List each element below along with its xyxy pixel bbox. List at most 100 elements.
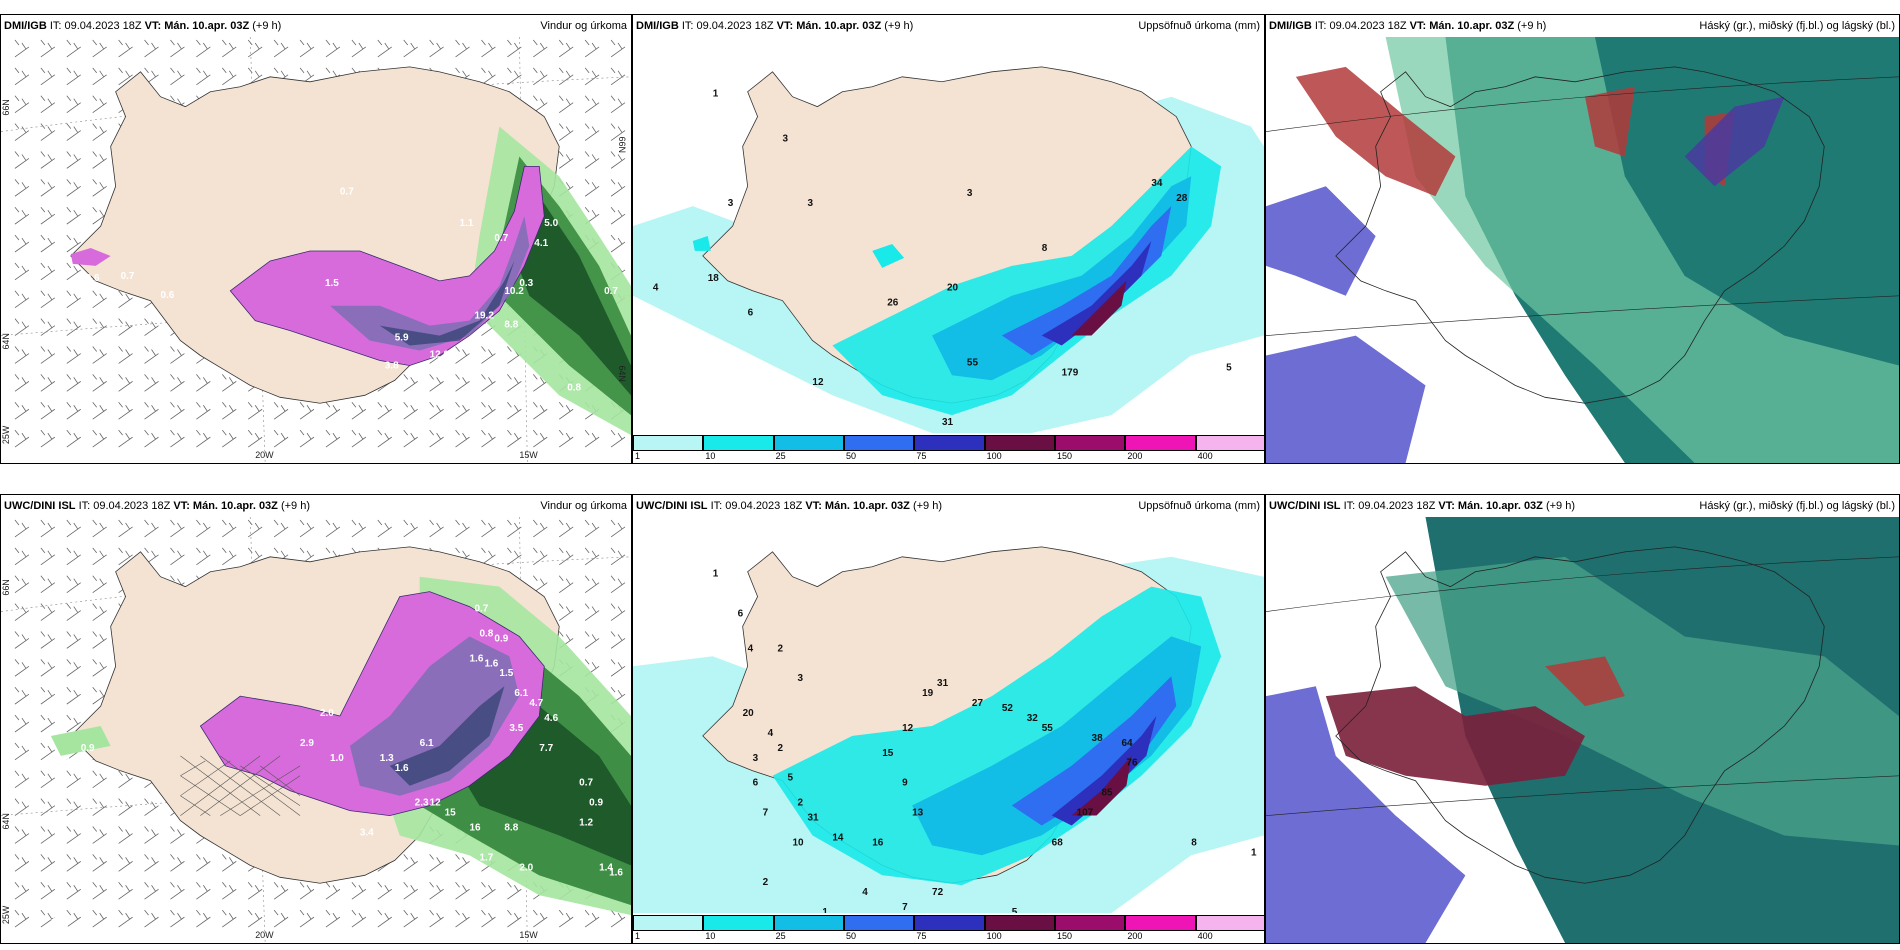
value-label: 14 [832, 832, 844, 843]
precip-heavy [514, 196, 631, 396]
wind-barb [429, 882, 444, 900]
red-cloud [1545, 656, 1625, 707]
wind-barb [14, 714, 30, 733]
lat-label-66n-right: 66N [617, 137, 627, 153]
wind-barb [40, 909, 56, 928]
colorbar-tick: 50 [846, 451, 857, 461]
wind-barb [40, 659, 56, 677]
value-label: 1.2 [579, 818, 593, 829]
lat-label-64n-right: 64N [617, 365, 627, 381]
wind-barb [299, 909, 315, 928]
lon-label-15w: 15W [519, 450, 538, 460]
value-label: 179 [1062, 367, 1079, 378]
wind-barb [507, 374, 522, 392]
value-label: 3.5 [509, 723, 523, 734]
panel-vt: VT: Mán. 10.apr. 03Z [144, 20, 250, 32]
precip-west [50, 726, 111, 756]
panel-vt: VT: Mán. 10.apr. 03Z [1438, 500, 1543, 512]
wind-barb [66, 770, 81, 789]
wind-barb [66, 575, 81, 593]
wind-barb [584, 547, 600, 566]
wind-barb [14, 234, 30, 253]
wind-barb [170, 39, 185, 58]
wind-barb [40, 882, 56, 900]
panel-uwc-accum-precip: UWC/DINI ISL IT: 09.04.2023 18Z VT: Mán.… [632, 494, 1265, 944]
precip-navy [1041, 240, 1152, 346]
map-area[interactable] [1266, 517, 1899, 943]
wind-barb [40, 151, 56, 169]
wind-barb [14, 179, 30, 197]
value-label: 55 [1042, 723, 1054, 734]
wind-barb [40, 631, 56, 649]
wind-barb [170, 67, 185, 86]
wind-barb [221, 402, 237, 420]
wind-barb [14, 262, 30, 281]
wind-barb [584, 575, 600, 593]
wind-barb [14, 854, 30, 872]
colorbar-swatch [1055, 435, 1126, 451]
wind-barb [325, 909, 341, 928]
wind-barb [14, 429, 30, 448]
value-label: 2 [763, 877, 769, 888]
precip-west [70, 248, 111, 266]
wind-barb [40, 290, 56, 309]
lat-label-25w: 25W [1, 425, 11, 444]
wind-barb [14, 882, 30, 900]
panel-lead: (+9 h) [1545, 500, 1576, 512]
wind-barb [196, 519, 211, 538]
wind-barb [507, 519, 522, 538]
precip-band-core [349, 636, 520, 796]
wind-barb [221, 374, 237, 392]
wind-barb [92, 318, 107, 336]
wind-barb [14, 374, 30, 392]
wind-barb [170, 519, 185, 538]
wind-barb [429, 402, 444, 420]
value-label: 10.2 [504, 286, 524, 297]
wind-barb [40, 686, 56, 705]
wind-barb [455, 346, 470, 364]
panel-dmi-accum-precip: DMI/IGB IT: 09.04.2023 18Z VT: Mán. 10.a… [632, 14, 1265, 464]
value-label: 26 [887, 298, 899, 309]
lat-label-25w: 25W [1, 905, 11, 924]
map-area[interactable]: 1 6 4 2 3 20 4 2 3 5 6 2 7 10 31 14 13 16 9 15 12 19 31 27 52 32 5… [633, 517, 1264, 913]
map-area[interactable] [1266, 37, 1899, 463]
colorbar-swatch [1125, 915, 1196, 931]
wind-barb [558, 519, 574, 538]
wind-barb [144, 374, 159, 392]
panel-it: IT: 09.04.2023 18Z [1343, 500, 1436, 512]
map-area[interactable]: 0.7 0.7 1.1 0.7 0.6 1.5 5.0 4.1 0.3 10.2 19.2 8.8 5.… [1, 37, 631, 463]
value-labels: 0.70.8 0.91.6 1.61.56.14.74.63.57.72.02.9 6… [51, 604, 624, 943]
panel-source: UWC/DINI ISL [1269, 500, 1341, 512]
panel-source: UWC/DINI ISL [4, 500, 76, 512]
wind-barb [558, 603, 574, 621]
value-label: 4 [862, 887, 868, 898]
wind-barb [299, 429, 315, 448]
wind-barb [403, 854, 418, 872]
wind-barb [377, 909, 392, 928]
wind-barb [481, 346, 496, 364]
wind-barb [92, 402, 107, 420]
panel-lead: (+9 h) [280, 500, 311, 512]
wind-barb [455, 374, 470, 392]
value-label: 5 [788, 773, 794, 784]
wind-barb [299, 402, 315, 420]
map-area[interactable]: 1 3 3 3 3 8 34 28 18 4 6 26 20 12 55 179 31 5 [633, 37, 1264, 433]
panel-source: DMI/IGB [1269, 20, 1312, 32]
wind-barb [92, 151, 107, 169]
wind-barb [92, 519, 107, 538]
panel-variable: Uppsöfnuð úrkoma (mm) [1138, 20, 1260, 32]
wind-barb [429, 374, 444, 392]
map-area[interactable]: 0.7 0.8 0.9 1.6 1.6 1.5 6.1 4.7 4.6 3.5 7.7 2.0 2.9 6… [1, 517, 631, 943]
lon-label-20w: 20W [255, 450, 274, 460]
wind-barb [325, 402, 341, 420]
value-label: 34 [1151, 178, 1163, 189]
wind-barb [584, 603, 600, 621]
wind-barb [40, 123, 56, 141]
wind-barb [221, 909, 237, 928]
panel-it: IT: 09.04.2023 18Z [49, 20, 142, 32]
panel-vt: VT: Mán. 10.apr. 03Z [173, 500, 278, 512]
wind-barb [66, 659, 81, 677]
wind-barb [196, 429, 211, 448]
precip-cyan [832, 146, 1222, 416]
value-label: 6 [738, 609, 744, 620]
